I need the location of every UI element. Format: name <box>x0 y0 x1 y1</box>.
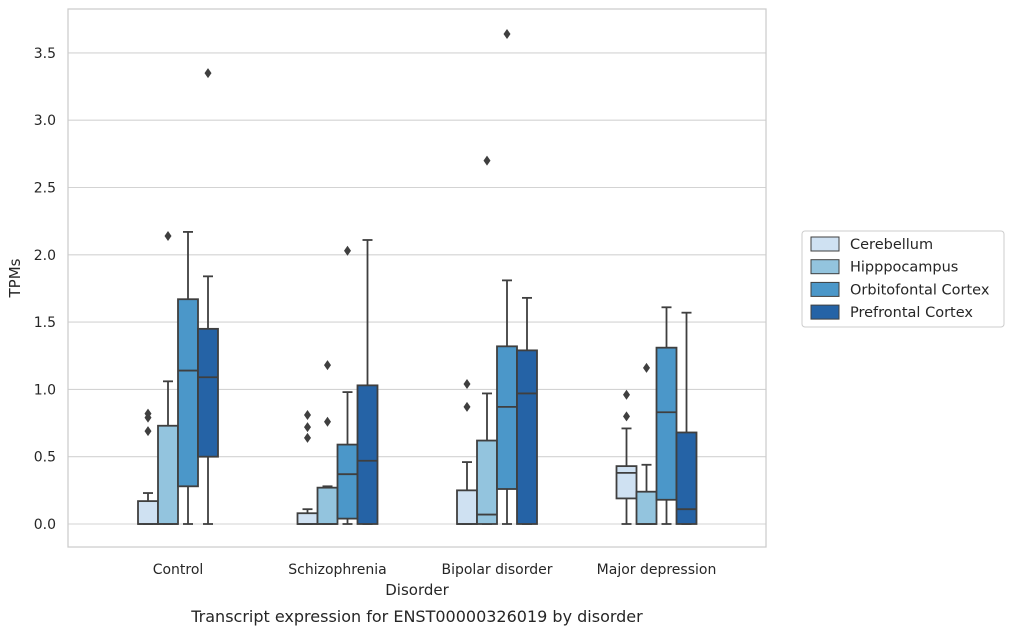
outlier-point <box>324 416 331 427</box>
x-tick-label: Major depression <box>597 562 717 578</box>
outlier-point <box>344 245 351 256</box>
outlier-point <box>483 155 491 166</box>
legend-swatch <box>810 281 840 297</box>
chart-caption: Transcript expression for ENST0000032601… <box>190 607 643 626</box>
legend-frame <box>801 230 1005 328</box>
box-orbitofontal-cortex <box>496 29 518 525</box>
box-iqr <box>655 346 678 501</box>
box-iqr <box>296 512 319 525</box>
box-iqr <box>456 489 478 525</box>
box-iqr <box>635 490 658 525</box>
box-orbitofontal-cortex <box>655 306 678 525</box>
box-cerebellum <box>137 408 159 525</box>
box-hipppocampus <box>635 362 658 525</box>
boxes <box>137 29 698 525</box>
legend-label: Hipppocampus <box>850 260 958 276</box>
y-tick-label: 3.5 <box>34 46 56 62</box>
outlier-point <box>164 230 172 241</box>
outlier-point <box>324 360 331 371</box>
legend-label: Prefrontal Cortex <box>850 305 973 321</box>
box-iqr <box>197 327 219 458</box>
box-iqr <box>177 298 199 488</box>
outlier-point <box>144 408 152 419</box>
box-hipppocampus <box>476 155 498 525</box>
y-tick-label: 2.0 <box>34 248 56 264</box>
outlier-point <box>623 389 630 400</box>
box-orbitofontal-cortex <box>177 231 199 525</box>
x-tick-label: Bipolar disorder <box>441 562 552 578</box>
box-prefrontal-cortex <box>356 239 379 525</box>
outlier-point <box>463 401 471 412</box>
outlier-point <box>503 29 511 40</box>
legend-swatch <box>810 236 840 252</box>
box-hipppocampus <box>157 230 179 525</box>
box-iqr <box>137 500 159 525</box>
y-tick-label: 2.5 <box>34 181 56 197</box>
box-orbitofontal-cortex <box>336 245 359 525</box>
outlier-point <box>304 409 311 420</box>
outlier-point <box>623 411 630 422</box>
x-tick-labels: Control Schizophrenia Bipolar disorder Majo… <box>153 562 717 578</box>
y-axis-label: TPMs <box>6 258 24 298</box>
box-iqr <box>675 431 698 525</box>
y-tick-label: 1.5 <box>34 315 56 331</box>
x-tick-label: Control <box>153 562 204 578</box>
box-prefrontal-cortex <box>516 296 538 525</box>
box-hipppocampus <box>316 360 339 525</box>
x-axis-label: Disorder <box>385 581 449 599</box>
plot-frame <box>67 8 767 548</box>
legend-label: Orbitofontal Cortex <box>850 282 990 298</box>
outlier-point <box>144 426 152 437</box>
outlier-point <box>204 68 212 79</box>
box-iqr <box>496 345 518 490</box>
x-tick-label: Schizophrenia <box>288 562 386 578</box>
box-cerebellum <box>296 409 319 525</box>
y-tick-label: 1.0 <box>34 382 56 398</box>
box-prefrontal-cortex <box>197 68 219 525</box>
box-cerebellum <box>456 379 478 525</box>
legend-label: Cerebellum <box>850 237 933 253</box>
legend: Cerebellum Hipppocampus Orbitofontal Corte… <box>801 230 1005 328</box>
box-iqr <box>615 465 638 500</box>
outlier-point <box>643 362 650 373</box>
box-iqr <box>356 384 379 525</box>
outlier-point <box>304 422 311 433</box>
y-tick-label: 3.0 <box>34 113 56 129</box>
box-prefrontal-cortex <box>675 311 698 525</box>
box-iqr <box>336 443 359 520</box>
legend-swatch <box>810 304 840 320</box>
y-tick-label: 0.5 <box>34 450 56 466</box>
box-iqr <box>316 486 339 525</box>
box-cerebellum <box>615 389 638 525</box>
box-iqr <box>476 439 498 525</box>
y-tick-label: 0.0 <box>34 517 56 533</box>
y-tick-labels: 0.0 0.5 1.0 1.5 2.0 2.5 3.0 3.5 <box>34 46 56 533</box>
outlier-point <box>463 379 471 390</box>
legend-swatch <box>810 259 840 275</box>
outlier-point <box>304 432 311 443</box>
box-iqr <box>157 424 179 525</box>
box-iqr <box>516 349 538 525</box>
